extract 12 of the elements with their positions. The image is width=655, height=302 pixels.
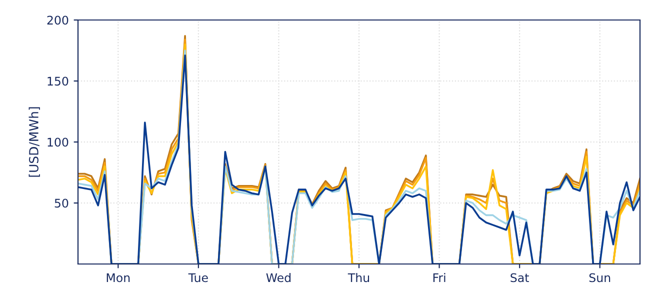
y-tick-label: 150 bbox=[48, 76, 68, 86]
x-tick-label: Thu bbox=[348, 273, 370, 282]
y-tick-label: 200 bbox=[47, 16, 68, 25]
y-axis-title: [USD/MWh] bbox=[28, 107, 40, 177]
y-tick-label: 50 bbox=[54, 198, 68, 208]
y-tick-label: 100 bbox=[48, 138, 68, 147]
x-tick-label: Mon bbox=[106, 273, 130, 282]
x-tick-label: Wed bbox=[266, 273, 291, 282]
x-tick-label: Sat bbox=[510, 273, 529, 282]
x-tick-label: Fri bbox=[433, 273, 446, 282]
x-tick-label: Tue bbox=[188, 273, 208, 282]
x-tick-label: Sun bbox=[589, 273, 610, 282]
